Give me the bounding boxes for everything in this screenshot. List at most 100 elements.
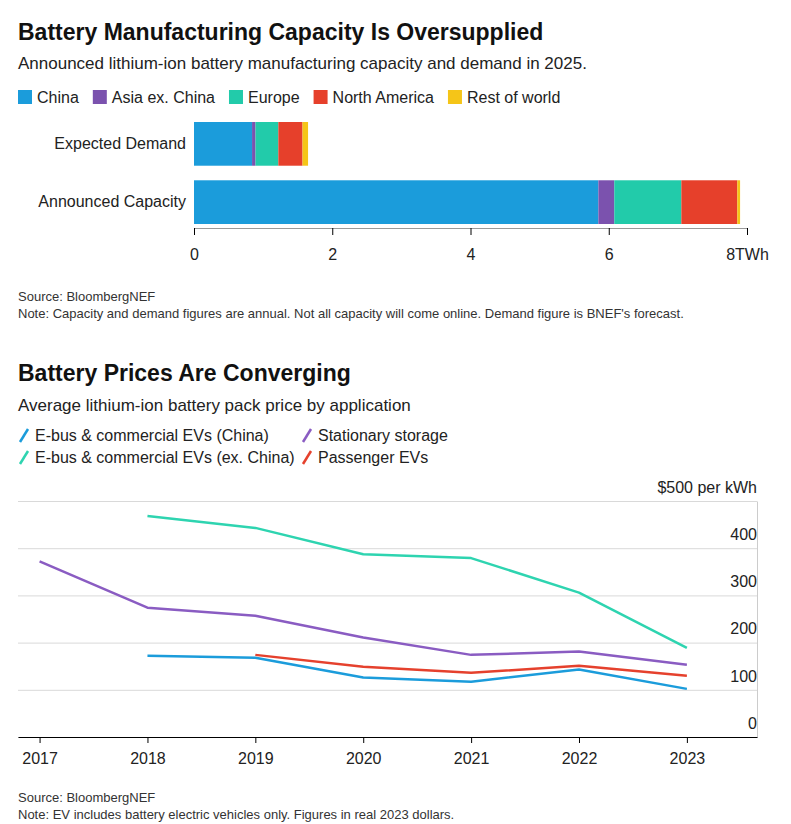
y-tick: 0 (18, 715, 757, 738)
legend-label: Europe (248, 89, 300, 106)
x-tick-label: 2019 (238, 750, 274, 767)
legend-label: Stationary storage (318, 427, 448, 444)
x-tick-label: 0 (190, 246, 199, 263)
x-tick-mark (194, 228, 195, 235)
x-tick-mark (332, 228, 333, 235)
x-axis-line (19, 737, 758, 738)
y-tick-label: 400 (730, 526, 757, 543)
x-tick-mark (363, 737, 364, 743)
x-tick-mark (579, 737, 580, 743)
y-tick-label: $500 per kWh (657, 479, 757, 496)
bar-segment (681, 180, 737, 224)
source: Source: BloombergNEF (18, 289, 155, 304)
bar-segment (256, 122, 279, 166)
x-tick-label: 2020 (346, 750, 382, 767)
y-tick-label: 100 (730, 668, 757, 685)
series-line (40, 561, 687, 664)
series-line (255, 655, 687, 676)
legend-label: Passenger EVs (318, 449, 428, 466)
legend-swatch (20, 429, 28, 442)
bar-segment (737, 180, 740, 224)
x-tick: 0 (190, 228, 199, 263)
note-line: Note: EV includes battery electric vehic… (18, 807, 454, 822)
y-tick: 400 (18, 526, 757, 549)
legend-swatch (314, 90, 328, 104)
y-tick-label: 300 (730, 573, 757, 590)
legend-swatch (18, 90, 32, 104)
x-tick: 2021 (454, 737, 490, 767)
legend-label: Rest of world (467, 89, 560, 106)
y-tick: 200 (18, 620, 757, 643)
lines (40, 516, 687, 689)
x-tick: 2022 (562, 737, 598, 767)
grid-line (18, 548, 757, 549)
legend-swatch (448, 90, 462, 104)
x-tick-label: 2 (328, 246, 337, 263)
note: Note: EV includes battery electric vehic… (18, 807, 454, 822)
series-line (147, 516, 686, 648)
legend-swatch (303, 429, 311, 442)
x-tick-mark (40, 737, 41, 743)
x-tick-mark (747, 228, 748, 235)
legend-swatch (20, 451, 28, 464)
category-tick: Announced Capacity (38, 193, 192, 210)
y-tick: $500 per kWh (18, 479, 757, 502)
x-tick-label: 2017 (22, 750, 58, 767)
legend: China Asia ex. China Europe North America Re… (18, 89, 560, 106)
note: Note: Capacity and demand figures are an… (18, 306, 684, 321)
legend-label: E-bus & commercial EVs (ex. China) (35, 449, 295, 466)
x-tick: 2019 (238, 737, 274, 767)
bar-segment (194, 180, 598, 224)
x-tick-label: 2022 (562, 750, 598, 767)
legend-swatch (229, 90, 243, 104)
x-tick-mark (255, 737, 256, 743)
grid-line (18, 595, 757, 596)
x-tick-mark (471, 228, 472, 235)
x-tick-label: 6 (605, 246, 614, 263)
y-axis: 0 100 200 300 400 $500 per kWh (18, 479, 758, 738)
bar-segment (598, 180, 614, 224)
x-tick: 4 (467, 228, 476, 263)
x-tick: 2 (328, 228, 337, 263)
x-axis: 2017201820192020202120222023 (19, 737, 758, 767)
y-axis-line (757, 502, 758, 738)
bar-chart: Battery Manufacturing Capacity Is Oversu… (18, 19, 769, 321)
x-tick-label: 2018 (130, 750, 166, 767)
bar-segment (303, 122, 309, 166)
note-line: Note: Capacity and demand figures are an… (18, 306, 684, 321)
y-tick-label: 0 (748, 715, 757, 732)
source: Source: BloombergNEF (18, 790, 155, 805)
y-tick: 300 (18, 573, 757, 596)
category-label: Expected Demand (54, 135, 186, 152)
bars (194, 122, 740, 224)
x-tick-mark (147, 737, 148, 743)
line-chart: Battery Prices Are ConvergingAverage lit… (18, 360, 758, 822)
legend-label: Asia ex. China (112, 89, 215, 106)
bar-segment (614, 180, 681, 224)
series-line (147, 656, 686, 689)
x-tick-mark (471, 737, 472, 743)
bar-segment (194, 122, 252, 166)
y-tick-label: 200 (730, 620, 757, 637)
legend: E-bus & commercial EVs (China) Stationary… (20, 427, 448, 466)
legend-label: China (37, 89, 79, 106)
grid-line (18, 501, 757, 502)
x-tick: 2018 (130, 737, 166, 767)
legend-label: E-bus & commercial EVs (China) (35, 427, 269, 444)
x-tick-mark (609, 228, 610, 235)
grid-line (18, 643, 757, 644)
bar-segment (252, 122, 255, 166)
chart-subtitle: Announced lithium-ion battery manufactur… (18, 54, 587, 73)
x-axis: 0 2 4 6 8TWh (190, 228, 769, 263)
x-tick: 8TWh (726, 228, 769, 263)
x-tick: 2017 (22, 737, 58, 767)
x-tick: 6 (605, 228, 614, 263)
x-tick: 2020 (346, 737, 382, 767)
x-tick-mark (687, 737, 688, 743)
chart-title: Battery Manufacturing Capacity Is Oversu… (18, 19, 543, 45)
grid-line (18, 737, 757, 738)
legend-swatch (303, 451, 311, 464)
category-tick: Expected Demand (54, 135, 192, 152)
legend-label: North America (333, 89, 434, 106)
chart-subtitle: Average lithium-ion battery pack price b… (18, 396, 411, 415)
